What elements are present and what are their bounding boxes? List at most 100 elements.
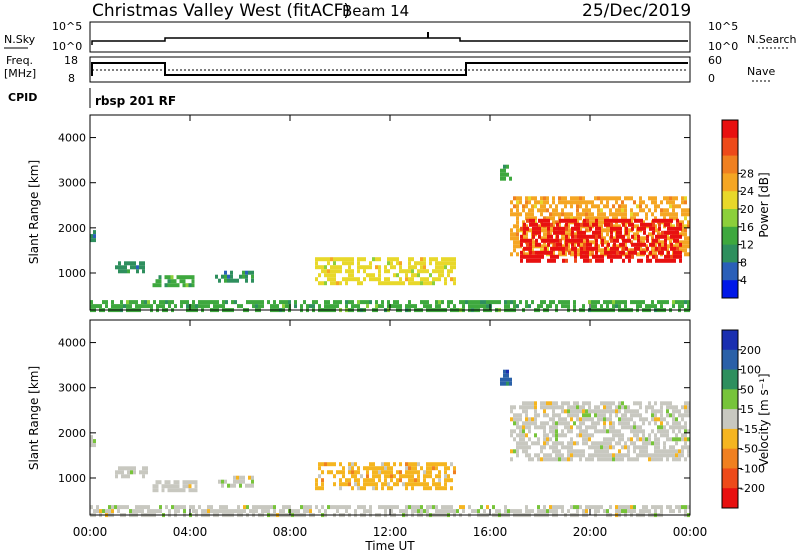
- power-cell: [489, 300, 492, 305]
- velocity-cell: [669, 401, 672, 406]
- velocity-cell: [450, 505, 453, 510]
- power-cell: [564, 304, 567, 309]
- power-cell: [450, 269, 453, 274]
- power-cell: [660, 200, 663, 205]
- velocity-cell: [681, 453, 684, 458]
- power-cell: [610, 222, 613, 227]
- power-cell: [622, 218, 625, 223]
- velocity-cell: [405, 505, 408, 510]
- power-cell: [637, 238, 640, 243]
- velocity-cell: [372, 474, 375, 479]
- power-cell: [369, 265, 372, 270]
- power-cell: [245, 278, 248, 283]
- velocity-cell: [378, 474, 381, 479]
- power-cell: [156, 304, 159, 309]
- velocity-cell: [576, 509, 579, 514]
- power-cell: [667, 254, 670, 259]
- velocity-cell: [585, 417, 588, 422]
- velocity-cell: [576, 425, 579, 430]
- velocity-cell: [564, 409, 567, 414]
- velocity-cell: [435, 509, 438, 514]
- velocity-cell: [666, 429, 669, 434]
- power-cell: [631, 234, 634, 239]
- velocity-cell: [182, 484, 186, 489]
- velocity-cell: [669, 505, 672, 510]
- velocity-cell: [645, 445, 648, 450]
- velocity-cell: [152, 484, 156, 489]
- power-cell: [550, 254, 553, 259]
- velocity-cell: [546, 457, 549, 462]
- power-cell: [535, 258, 538, 263]
- power-cell: [330, 257, 333, 262]
- power-cell: [562, 246, 565, 251]
- velocity-cell: [195, 509, 198, 514]
- power-cell: [503, 176, 506, 181]
- nsky-label: N.Sky: [4, 33, 36, 46]
- power-cell: [423, 304, 426, 309]
- velocity-cell: [582, 437, 585, 442]
- velocity-cell: [127, 466, 130, 471]
- velocity-cell: [405, 486, 408, 491]
- velocity-cell: [435, 486, 438, 491]
- velocity-cell: [540, 457, 543, 462]
- power-cell: [586, 222, 589, 227]
- power-cell: [622, 246, 625, 251]
- power-cell: [531, 212, 534, 217]
- power-cell: [654, 244, 657, 249]
- power-cell: [540, 208, 543, 213]
- power-cell: [330, 273, 333, 278]
- velocity-colorbar-swatch: [722, 389, 738, 410]
- power-cell: [571, 234, 574, 239]
- velocity-cell: [408, 462, 411, 467]
- velocity-cell: [549, 457, 552, 462]
- power-cell: [591, 216, 594, 221]
- power-cell: [529, 222, 532, 227]
- power-cell: [667, 258, 670, 263]
- velocity-cell: [375, 474, 378, 479]
- power-cell: [393, 304, 396, 309]
- power-cell: [219, 304, 222, 309]
- power-cell: [115, 265, 118, 270]
- power-cell: [540, 300, 543, 305]
- power-cell: [576, 208, 579, 213]
- velocity-cell: [429, 486, 432, 491]
- velocity-cell: [618, 433, 621, 438]
- velocity-cell: [582, 433, 585, 438]
- velocity-cell: [390, 470, 393, 475]
- power-cell: [642, 200, 645, 205]
- power-cell: [555, 304, 558, 309]
- power-cell: [666, 248, 669, 253]
- power-cell: [339, 257, 342, 262]
- velocity-cell: [543, 401, 546, 406]
- velocity-cell: [573, 453, 576, 458]
- velocity-cell: [441, 486, 444, 491]
- velocity-cell: [687, 453, 690, 458]
- velocity-cell: [357, 486, 360, 491]
- power-cell: [577, 238, 580, 243]
- velocity-cell: [600, 429, 603, 434]
- velocity-cell: [546, 441, 549, 446]
- power-cell: [637, 226, 640, 231]
- power-cell: [595, 246, 598, 251]
- power-cell: [411, 269, 414, 274]
- power-cell: [631, 254, 634, 259]
- velocity-cell: [618, 509, 621, 514]
- velocity-cell: [660, 505, 663, 510]
- velocity-cell: [414, 462, 417, 467]
- velocity-cell: [558, 413, 561, 418]
- power-cell: [621, 204, 624, 209]
- power-cell: [667, 218, 670, 223]
- power-cell: [651, 196, 654, 201]
- power-cell: [556, 222, 559, 227]
- power-cell: [526, 258, 529, 263]
- velocity-cell: [537, 509, 540, 514]
- velocity-cell: [555, 457, 558, 462]
- power-cell: [571, 230, 574, 235]
- velocity-cell: [141, 505, 144, 510]
- xtick-label: 00:00: [673, 525, 708, 539]
- velocity-cell: [378, 466, 381, 471]
- velocity-cell: [651, 457, 654, 462]
- power-cell: [543, 228, 546, 233]
- power-cell: [556, 242, 559, 247]
- power-cell: [546, 216, 549, 221]
